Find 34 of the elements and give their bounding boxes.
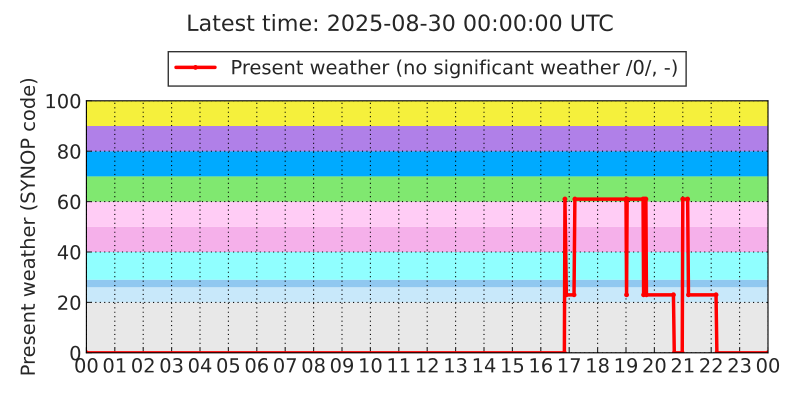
y-tick-label: 60 [58,194,80,210]
x-tick-label: 04 [188,358,212,373]
x-tick-label: 18 [587,358,609,373]
x-tick-label: 03 [160,358,182,373]
y-tick-label: 100 [46,94,80,108]
x-tick-label: 20 [643,358,666,373]
x-tick-label: 22 [700,358,722,372]
chart-title: Latest time: 2025-08-30 00:00:00 UTC [188,14,613,32]
x-tick-label: 01 [104,358,126,373]
x-tick-label: 08 [302,358,325,373]
x-tick-label: 00 [756,358,780,373]
x-tick-label: 00 [75,358,98,373]
legend-label: Present weather (no significant weather /0/, -) [232,59,677,78]
x-tick-label: 07 [274,358,296,373]
x-tick-label: 19 [616,358,638,373]
x-tick-label: 09 [330,358,354,373]
y-tick-label: 20 [58,295,80,310]
x-tick-label: 05 [217,358,240,373]
x-tick-label: 02 [132,358,154,373]
x-tick-label: 06 [246,358,268,373]
x-tick-label: 21 [672,358,694,372]
x-tick-label: 17 [558,358,580,372]
y-tick-label: 80 [58,144,80,159]
x-tick-label: 13 [445,358,466,373]
x-tick-label: 14 [474,358,496,372]
y-tick-label: 40 [58,244,80,260]
x-tick-label: 10 [360,358,382,373]
x-tick-label: 12 [416,358,438,372]
x-tick-label: 15 [502,358,524,373]
x-tick-label: 23 [728,358,750,373]
y-tick-label: 0 [70,346,80,360]
x-tick-label: 11 [388,358,410,372]
y-axis-title: Present weather (SYNOP code) [20,78,38,374]
x-tick-label: 16 [530,358,552,373]
